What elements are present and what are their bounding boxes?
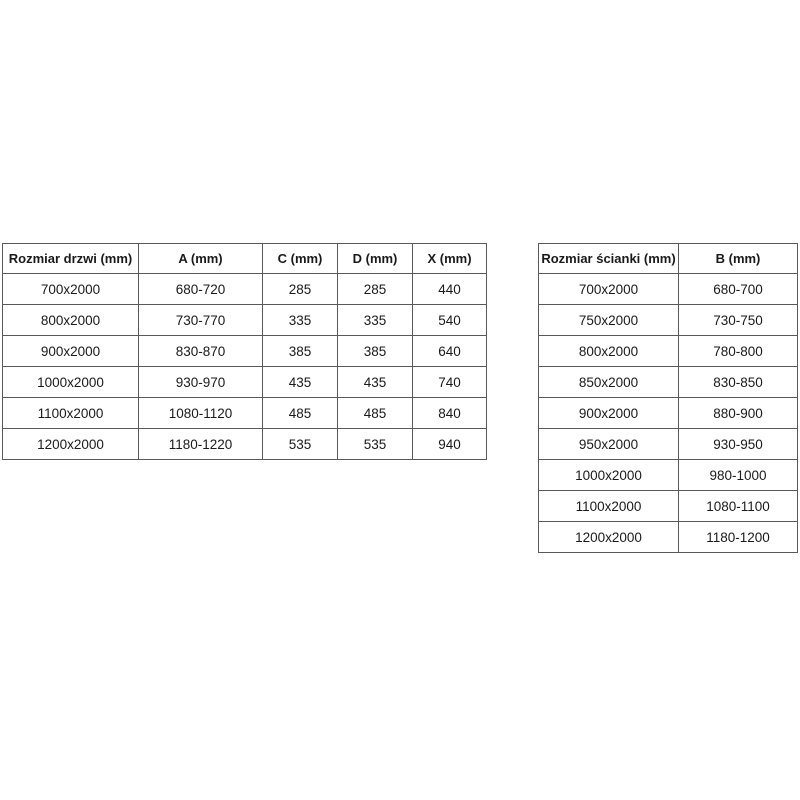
table-cell: 440 — [412, 273, 487, 305]
table-cell: 1080-1100 — [678, 490, 798, 522]
table-header-cell: X (mm) — [412, 243, 487, 274]
door-size-table: Rozmiar drzwi (mm) A (mm) C (mm) D (mm) X (m… — [2, 243, 487, 460]
table-header-cell: A (mm) — [138, 243, 263, 274]
table-cell: 980-1000 — [678, 459, 798, 491]
table-cell: 800x2000 — [2, 304, 139, 336]
table-cell: 740 — [412, 366, 487, 398]
table-cell: 830-850 — [678, 366, 798, 398]
table-row: 1200x2000 1180-1220 535 535 940 — [2, 428, 487, 460]
table-cell: 930-970 — [138, 366, 263, 398]
table-cell: 1180-1200 — [678, 521, 798, 553]
table-cell: 435 — [337, 366, 413, 398]
table-cell: 700x2000 — [2, 273, 139, 305]
table-header-cell: Rozmiar ścianki (mm) — [538, 243, 679, 274]
table-cell: 900x2000 — [538, 397, 679, 429]
table-row: 750x2000 730-750 — [538, 304, 798, 336]
table-cell: 540 — [412, 304, 487, 336]
table-row: 950x2000 930-950 — [538, 428, 798, 460]
table-cell: 1180-1220 — [138, 428, 263, 460]
table-row: 900x2000 880-900 — [538, 397, 798, 429]
wall-size-table-body: 700x2000 680-700 750x2000 730-750 800x2000 78… — [538, 273, 798, 553]
table-row: 1100x2000 1080-1100 — [538, 490, 798, 522]
table-row: 1000x2000 980-1000 — [538, 459, 798, 491]
table-cell: 1100x2000 — [2, 397, 139, 429]
table-cell: 940 — [412, 428, 487, 460]
table-cell: 680-700 — [678, 273, 798, 305]
table-row: 700x2000 680-700 — [538, 273, 798, 305]
table-cell: 385 — [337, 335, 413, 367]
table-cell: 335 — [262, 304, 338, 336]
table-row: 900x2000 830-870 385 385 640 — [2, 335, 487, 367]
table-row: 700x2000 680-720 285 285 440 — [2, 273, 487, 305]
table-cell: 840 — [412, 397, 487, 429]
table-cell: 800x2000 — [538, 335, 679, 367]
table-row: 1100x2000 1080-1120 485 485 840 — [2, 397, 487, 429]
door-size-table-body: 700x2000 680-720 285 285 440 800x2000 730-770 3… — [2, 273, 487, 460]
table-header-row: Rozmiar drzwi (mm) A (mm) C (mm) D (mm) X (m… — [2, 243, 487, 274]
table-cell: 680-720 — [138, 273, 263, 305]
table-row: 1000x2000 930-970 435 435 740 — [2, 366, 487, 398]
table-cell: 1080-1120 — [138, 397, 263, 429]
table-row: 850x2000 830-850 — [538, 366, 798, 398]
table-cell: 750x2000 — [538, 304, 679, 336]
table-cell: 880-900 — [678, 397, 798, 429]
table-cell: 285 — [337, 273, 413, 305]
table-cell: 1200x2000 — [538, 521, 679, 553]
table-cell: 385 — [262, 335, 338, 367]
table-cell: 900x2000 — [2, 335, 139, 367]
table-cell: 730-750 — [678, 304, 798, 336]
table-cell: 730-770 — [138, 304, 263, 336]
table-cell: 700x2000 — [538, 273, 679, 305]
table-cell: 830-870 — [138, 335, 263, 367]
table-row: 1200x2000 1180-1200 — [538, 521, 798, 553]
table-cell: 335 — [337, 304, 413, 336]
table-header-cell: D (mm) — [337, 243, 413, 274]
table-cell: 640 — [412, 335, 487, 367]
table-row: 800x2000 730-770 335 335 540 — [2, 304, 487, 336]
table-cell: 1200x2000 — [2, 428, 139, 460]
table-cell: 1100x2000 — [538, 490, 679, 522]
table-cell: 930-950 — [678, 428, 798, 460]
table-header-cell: C (mm) — [262, 243, 338, 274]
wall-size-table: Rozmiar ścianki (mm) B (mm) 700x2000 680-7… — [538, 243, 798, 553]
table-cell: 535 — [337, 428, 413, 460]
table-cell: 485 — [262, 397, 338, 429]
table-cell: 1000x2000 — [2, 366, 139, 398]
table-cell: 535 — [262, 428, 338, 460]
table-row: 800x2000 780-800 — [538, 335, 798, 367]
door-size-table-header-row: Rozmiar drzwi (mm) A (mm) C (mm) D (mm) X (m… — [2, 243, 487, 274]
table-header-row: Rozmiar ścianki (mm) B (mm) — [538, 243, 798, 274]
table-cell: 780-800 — [678, 335, 798, 367]
table-header-cell: Rozmiar drzwi (mm) — [2, 243, 139, 274]
table-cell: 950x2000 — [538, 428, 679, 460]
table-cell: 435 — [262, 366, 338, 398]
table-cell: 1000x2000 — [538, 459, 679, 491]
table-cell: 285 — [262, 273, 338, 305]
table-header-cell: B (mm) — [678, 243, 798, 274]
table-cell: 485 — [337, 397, 413, 429]
table-cell: 850x2000 — [538, 366, 679, 398]
wall-size-table-header-row: Rozmiar ścianki (mm) B (mm) — [538, 243, 798, 274]
